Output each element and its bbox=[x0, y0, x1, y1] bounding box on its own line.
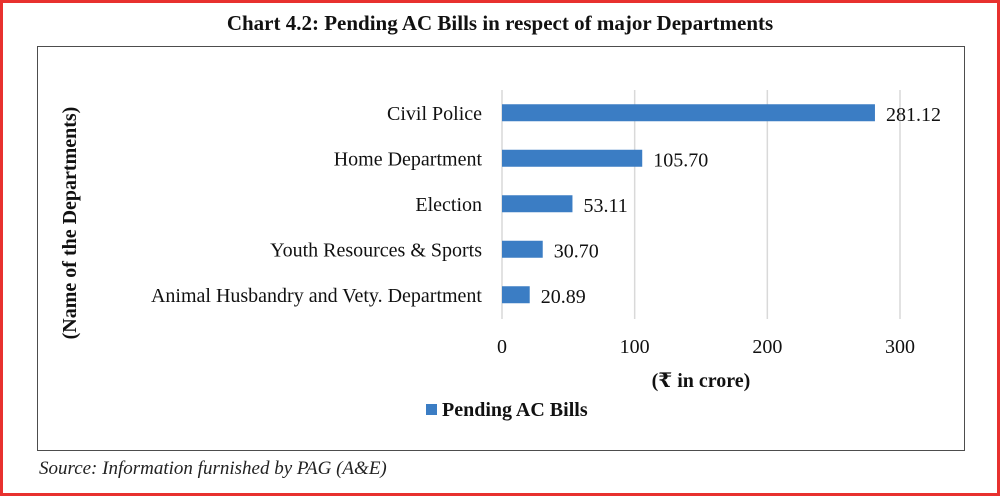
bar-chart: Civil Police 281.12 Home Department 105.70 E… bbox=[59, 90, 941, 421]
x-tick-label-2: 200 bbox=[752, 336, 782, 358]
chart-area: Civil Police 281.12 Home Department 105.70 E… bbox=[37, 46, 965, 451]
bar-1 bbox=[502, 149, 643, 167]
category-label-2: Election bbox=[415, 194, 482, 216]
data-label-0: 281.12 bbox=[886, 104, 941, 126]
bar-3 bbox=[502, 240, 543, 258]
bar-4 bbox=[502, 286, 530, 304]
data-label-1: 105.70 bbox=[653, 149, 708, 171]
data-label-2: 53.11 bbox=[583, 195, 627, 217]
data-label-3: 30.70 bbox=[554, 240, 599, 262]
legend-label: Pending AC Bills bbox=[442, 399, 588, 421]
source-note: Source: Information furnished by PAG (A&… bbox=[39, 458, 387, 479]
category-label-0: Civil Police bbox=[387, 103, 482, 125]
bar-0 bbox=[502, 104, 875, 122]
category-label-3: Youth Resources & Sports bbox=[270, 239, 482, 261]
x-tick-label-3: 300 bbox=[885, 336, 915, 358]
category-label-4: Animal Husbandry and Vety. Department bbox=[151, 285, 482, 307]
x-tick-label-0: 0 bbox=[497, 336, 507, 358]
legend-swatch bbox=[426, 404, 437, 415]
data-label-4: 20.89 bbox=[541, 286, 586, 308]
x-tick-label-1: 100 bbox=[620, 336, 650, 358]
chart-title: Chart 4.2: Pending AC Bills in respect o… bbox=[226, 11, 774, 35]
x-axis-title: (₹ in crore) bbox=[652, 370, 751, 392]
y-axis-title: (Name of the Departments) bbox=[59, 107, 81, 340]
bar-2 bbox=[502, 195, 573, 213]
category-label-1: Home Department bbox=[334, 148, 483, 170]
